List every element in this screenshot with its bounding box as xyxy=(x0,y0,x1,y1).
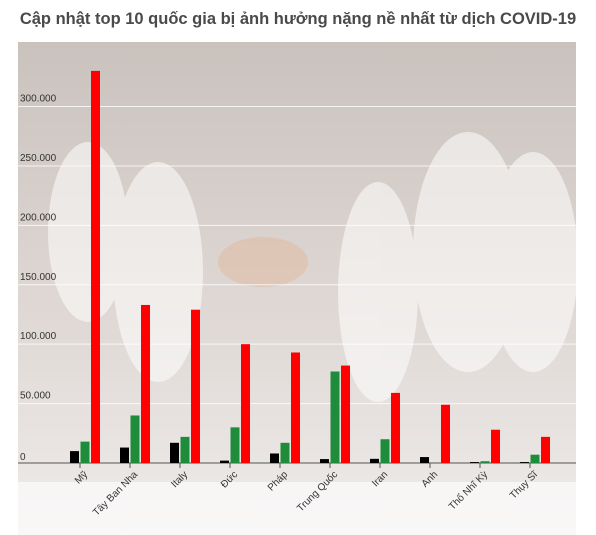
bar xyxy=(391,392,400,463)
bar xyxy=(80,441,90,463)
bar xyxy=(420,457,429,463)
bar xyxy=(180,436,190,463)
bar xyxy=(491,429,500,463)
bar xyxy=(330,371,340,463)
bar xyxy=(191,309,200,463)
bar xyxy=(291,352,300,463)
x-tick-label: Tây Ban Nha xyxy=(91,469,140,518)
x-tick-label: Thổ Nhĩ Kỳ xyxy=(446,469,490,513)
x-tick-label: Mỹ xyxy=(73,469,90,486)
x-tick-label: Thụy Sĩ xyxy=(508,468,541,501)
bar xyxy=(120,447,129,463)
bar xyxy=(270,453,279,463)
y-tick-label: 250.000 xyxy=(20,153,57,164)
bar xyxy=(541,436,550,463)
bar xyxy=(320,459,329,463)
bar xyxy=(380,439,390,463)
y-tick-label: 200.000 xyxy=(20,212,57,223)
bar xyxy=(470,462,479,463)
bar xyxy=(130,415,140,463)
y-tick-label: 0 xyxy=(20,452,26,463)
bar xyxy=(370,458,379,463)
bar xyxy=(141,304,150,463)
y-tick-label: 50.000 xyxy=(20,391,51,402)
bar xyxy=(520,462,529,463)
bar xyxy=(441,404,450,463)
y-tick-label: 300.000 xyxy=(20,94,57,105)
bar xyxy=(341,365,350,463)
y-tick-label: 100.000 xyxy=(20,331,57,342)
x-tick-label: Iran xyxy=(370,469,390,489)
bar xyxy=(241,344,250,463)
bar xyxy=(220,460,229,463)
x-tick-label: Pháp xyxy=(266,469,291,494)
bar xyxy=(170,442,179,463)
bar xyxy=(230,427,240,463)
bar xyxy=(480,461,490,463)
x-tick-label: Trung Quốc xyxy=(295,469,341,515)
bar xyxy=(530,454,540,463)
chart-title: Cập nhật top 10 quốc gia bị ảnh hưởng nặ… xyxy=(19,10,577,28)
x-tick-label: Đức xyxy=(219,469,240,490)
bar xyxy=(280,442,290,463)
background-photo xyxy=(18,42,576,535)
x-tick-label: Italy xyxy=(169,469,190,490)
bar xyxy=(70,451,79,463)
x-tick-label: Anh xyxy=(420,469,440,489)
y-tick-label: 150.000 xyxy=(20,272,57,283)
bar xyxy=(91,70,100,463)
